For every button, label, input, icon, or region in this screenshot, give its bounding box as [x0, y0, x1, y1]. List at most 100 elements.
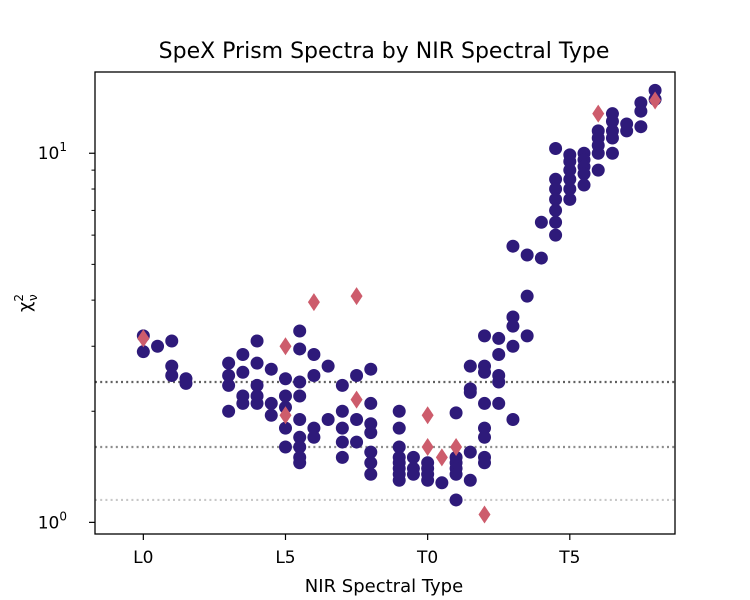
objects-point-35 [293, 430, 307, 444]
highlighted-point-3 [279, 406, 292, 425]
highlighted-point-5 [350, 287, 363, 306]
objects-point-107 [520, 329, 534, 343]
highlighted-point-7 [421, 406, 434, 425]
objects-point-58 [364, 456, 378, 470]
objects-point-120 [563, 172, 577, 186]
objects-point-11 [222, 378, 236, 392]
objects-point-94 [478, 456, 492, 470]
objects-point-46 [335, 404, 349, 418]
objects-point-101 [506, 310, 520, 324]
objects-point-19 [250, 378, 264, 392]
objects-point-6 [165, 368, 179, 382]
objects-point-108 [534, 251, 548, 265]
highlighted-point-2 [279, 337, 292, 356]
objects-point-53 [364, 362, 378, 376]
x-tick-label-T5: T5 [558, 548, 580, 568]
objects-point-56 [364, 426, 378, 440]
highlighted-point-4 [307, 293, 320, 312]
objects-point-121 [563, 182, 577, 196]
data-series [136, 83, 662, 524]
objects-point-26 [278, 389, 292, 403]
objects-point-134 [605, 114, 619, 128]
objects-point-87 [478, 329, 492, 343]
objects-point-136 [605, 131, 619, 145]
objects-point-41 [307, 421, 321, 435]
objects-point-40 [307, 368, 321, 382]
highlighted-point-13 [649, 91, 662, 110]
objects-point-127 [577, 178, 591, 192]
objects-point-9 [222, 356, 236, 370]
objects-point-116 [549, 228, 563, 242]
objects-point-50 [350, 368, 364, 382]
objects-point-139 [620, 124, 634, 138]
x-tick-label-L5: L5 [275, 548, 295, 568]
objects-point-98 [492, 375, 506, 389]
highlighted-point-8 [421, 438, 434, 457]
objects-point-100 [506, 239, 520, 253]
highlighted-point-9 [435, 448, 448, 467]
objects-point-16 [236, 396, 250, 410]
objects-point-90 [478, 396, 492, 410]
objects-point-55 [364, 417, 378, 431]
objects-point-61 [392, 421, 406, 435]
objects-point-143 [648, 83, 662, 97]
objects-point-89 [478, 365, 492, 379]
objects-point-106 [520, 289, 534, 303]
objects-point-102 [506, 319, 520, 333]
objects-point-42 [307, 430, 321, 444]
y-axis-label-sup: 2 [12, 294, 26, 302]
objects-point-30 [293, 324, 307, 338]
objects-point-104 [506, 412, 520, 426]
objects-point-80 [449, 493, 463, 507]
objects-point-137 [605, 146, 619, 160]
objects-point-122 [563, 192, 577, 206]
svg-text:χ2ν: χ2ν [12, 294, 40, 312]
objects-point-43 [321, 359, 335, 373]
objects-point-2 [136, 345, 150, 359]
objects-point-112 [549, 182, 563, 196]
objects-point-44 [321, 412, 335, 426]
objects-point-91 [478, 421, 492, 435]
objects-point-45 [335, 378, 349, 392]
objects-point-18 [250, 356, 264, 370]
objects-point-109 [534, 215, 548, 229]
objects-point-38 [293, 456, 307, 470]
objects-point-96 [492, 347, 506, 361]
highlighted-point-6 [350, 390, 363, 409]
objects-point-48 [335, 435, 349, 449]
objects-point-33 [293, 389, 307, 403]
objects-point-3 [151, 339, 165, 353]
objects-point-111 [549, 172, 563, 186]
x-tick-label-L0: L0 [133, 548, 153, 568]
objects-point-32 [293, 375, 307, 389]
objects-point-47 [335, 421, 349, 435]
x-tick-label-T0: T0 [416, 548, 438, 568]
objects-point-142 [634, 120, 648, 134]
objects-point-23 [264, 396, 278, 410]
objects-point-49 [335, 450, 349, 464]
objects-point-62 [392, 440, 406, 454]
objects-point-8 [179, 376, 193, 390]
objects-point-67 [392, 473, 406, 487]
plot-area-frame [94, 71, 676, 535]
highlighted-point-12 [592, 104, 605, 123]
objects-point-28 [278, 421, 292, 435]
objects-point-51 [350, 412, 364, 426]
objects-point-84 [463, 385, 477, 399]
objects-point-95 [492, 331, 506, 345]
objects-point-110 [549, 142, 563, 156]
objects-point-57 [364, 445, 378, 459]
objects-point-13 [236, 347, 250, 361]
objects-point-105 [520, 248, 534, 262]
objects-point-59 [364, 467, 378, 481]
objects-point-52 [350, 435, 364, 449]
objects-point-119 [563, 163, 577, 177]
objects-point-22 [264, 362, 278, 376]
objects-point-24 [264, 408, 278, 422]
y-tick-exponent-1: 0 [59, 509, 67, 523]
objects-point-85 [463, 445, 477, 459]
objects-point-92 [478, 430, 492, 444]
y-axis-label-sub: ν [26, 294, 40, 301]
objects-point-131 [591, 146, 605, 160]
objects-point-4 [165, 334, 179, 348]
